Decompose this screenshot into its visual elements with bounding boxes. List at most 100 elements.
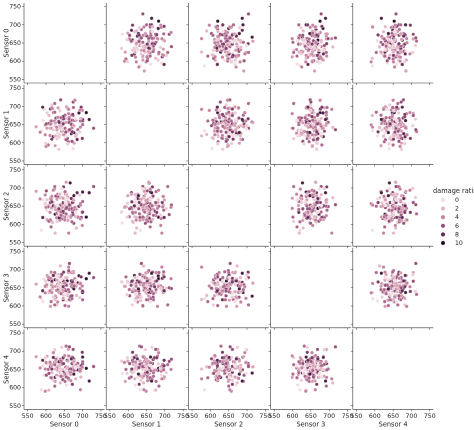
point <box>159 373 164 378</box>
point <box>66 268 71 273</box>
point <box>215 37 220 42</box>
point <box>290 36 295 41</box>
point <box>71 347 75 352</box>
point <box>221 42 226 46</box>
legend-label: 4 <box>455 214 459 221</box>
point <box>383 48 387 52</box>
point <box>405 281 409 285</box>
point <box>411 113 416 118</box>
point <box>370 203 375 207</box>
point <box>324 32 328 36</box>
point <box>397 139 401 144</box>
pairplot-grid: 550 600 650 700 750 Sensor 0 550 600 650 700 750 Se… <box>3 3 436 428</box>
point <box>43 291 48 295</box>
point <box>313 25 318 29</box>
point <box>403 52 408 56</box>
point <box>291 126 295 131</box>
x-tick-label: 550 <box>186 413 198 420</box>
point <box>123 204 128 209</box>
point <box>169 44 174 49</box>
point <box>48 210 52 215</box>
y-axis-label: Sensor 0 <box>3 29 11 58</box>
point <box>65 366 69 371</box>
point <box>333 202 338 207</box>
legend-marker <box>440 240 446 246</box>
point <box>251 39 255 44</box>
point <box>291 136 296 141</box>
point <box>164 370 169 375</box>
y-tick-label: 600 <box>9 140 21 147</box>
point <box>394 198 399 202</box>
point <box>65 371 70 376</box>
point <box>324 198 328 203</box>
point <box>305 350 310 355</box>
point <box>303 200 307 205</box>
point <box>154 287 158 292</box>
point <box>244 360 248 365</box>
point <box>390 284 394 288</box>
point <box>162 198 167 202</box>
point <box>130 200 134 204</box>
point <box>202 128 207 133</box>
point <box>151 44 156 49</box>
point <box>145 370 150 375</box>
point <box>307 189 311 194</box>
point <box>217 270 221 275</box>
point <box>394 215 399 220</box>
point <box>324 110 329 115</box>
point <box>382 139 387 144</box>
point <box>295 383 300 387</box>
point <box>125 193 130 198</box>
point <box>145 189 150 193</box>
point <box>379 16 384 21</box>
point <box>240 271 245 276</box>
point <box>169 30 173 35</box>
point <box>43 201 48 206</box>
point <box>220 360 225 364</box>
point <box>310 188 314 193</box>
point <box>240 28 245 33</box>
point <box>235 45 239 49</box>
point <box>230 130 235 134</box>
point <box>209 357 214 361</box>
point <box>240 379 245 383</box>
point <box>298 187 303 191</box>
point <box>238 123 243 128</box>
point <box>231 137 235 141</box>
point <box>396 101 400 106</box>
point <box>211 296 215 301</box>
point <box>49 225 53 229</box>
point <box>301 33 305 38</box>
panel-sensor-3-vs-sensor-4 <box>350 247 434 330</box>
point <box>58 363 62 368</box>
point <box>390 200 395 205</box>
point <box>222 105 227 110</box>
panel-sensor-2-vs-sensor-4 <box>350 166 434 249</box>
point <box>392 275 397 280</box>
point <box>233 48 238 53</box>
point <box>291 215 295 219</box>
point <box>241 22 245 27</box>
point <box>119 280 124 284</box>
point <box>52 303 57 307</box>
point <box>230 347 235 352</box>
panel-sensor-0-vs-sensor-3 <box>268 3 352 85</box>
point <box>43 193 48 197</box>
point <box>387 186 391 191</box>
point <box>329 231 334 235</box>
point <box>205 54 210 58</box>
point <box>71 271 76 275</box>
panel-sensor-3-vs-sensor-0: 550 600 650 700 750 Sensor 3 <box>3 247 105 330</box>
point <box>47 113 51 118</box>
point <box>52 110 57 115</box>
point <box>66 287 71 292</box>
point <box>61 270 66 274</box>
point <box>310 223 315 228</box>
point <box>383 24 388 29</box>
point <box>151 291 156 296</box>
legend: damage rating 0 24 68 10 <box>433 187 474 247</box>
point <box>411 32 416 37</box>
point <box>401 196 406 201</box>
point <box>156 188 161 193</box>
point <box>232 271 237 275</box>
